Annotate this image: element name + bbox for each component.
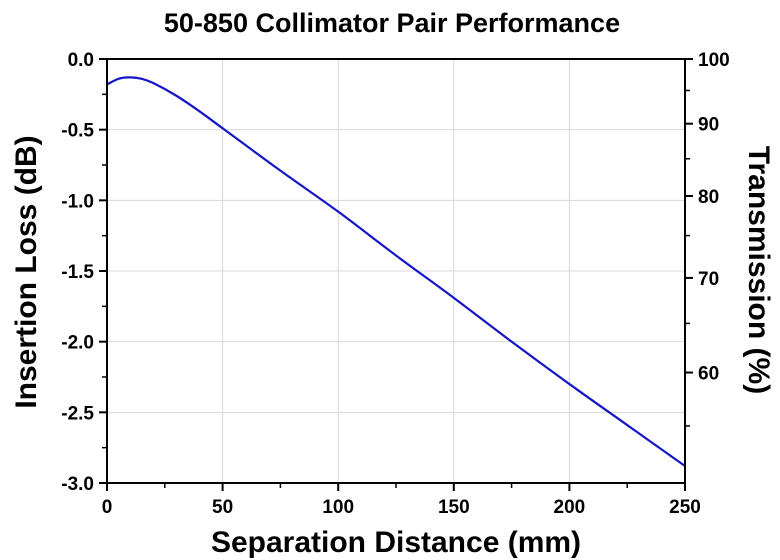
chart-title: 50-850 Collimator Pair Performance: [164, 8, 620, 38]
series-layer: [106, 76, 686, 467]
x-tick-label: 50: [212, 497, 233, 518]
y-tick-label: -1.5: [61, 262, 94, 283]
tick-marks: [99, 58, 693, 491]
x-tick-label: 0: [102, 497, 113, 518]
x-tick-label: 250: [669, 497, 701, 518]
x-tick-label: 150: [438, 497, 470, 518]
y-tick-label: -3.0: [61, 474, 94, 495]
y-axis-title: Insertion Loss (dB): [10, 135, 43, 408]
y-tick-label: -2.5: [61, 403, 94, 424]
y2-tick-label: 60: [698, 364, 719, 385]
data-line: [106, 76, 686, 467]
x-axis-title: Separation Distance (mm): [211, 526, 581, 559]
y-tick-label: -0.5: [61, 121, 94, 142]
y-tick-label: -2.0: [61, 333, 94, 354]
y-tick-label: 0.0: [68, 50, 94, 71]
y-tick-label: -1.0: [61, 191, 94, 212]
tick-labels: 0 50 100 150 200 250 0.0 -0.5 -1.0 -1.5 -2.0 -2.5 -3…: [61, 50, 729, 518]
y2-tick-label: 70: [698, 269, 719, 290]
x-tick-label: 200: [554, 497, 586, 518]
gridlines: [107, 59, 685, 483]
y2-axis-title: Transmission (%): [742, 146, 775, 394]
y2-tick-label: 100: [698, 50, 730, 71]
y2-tick-label: 80: [698, 187, 719, 208]
x-tick-label: 100: [322, 497, 354, 518]
y2-tick-label: 90: [698, 115, 719, 136]
